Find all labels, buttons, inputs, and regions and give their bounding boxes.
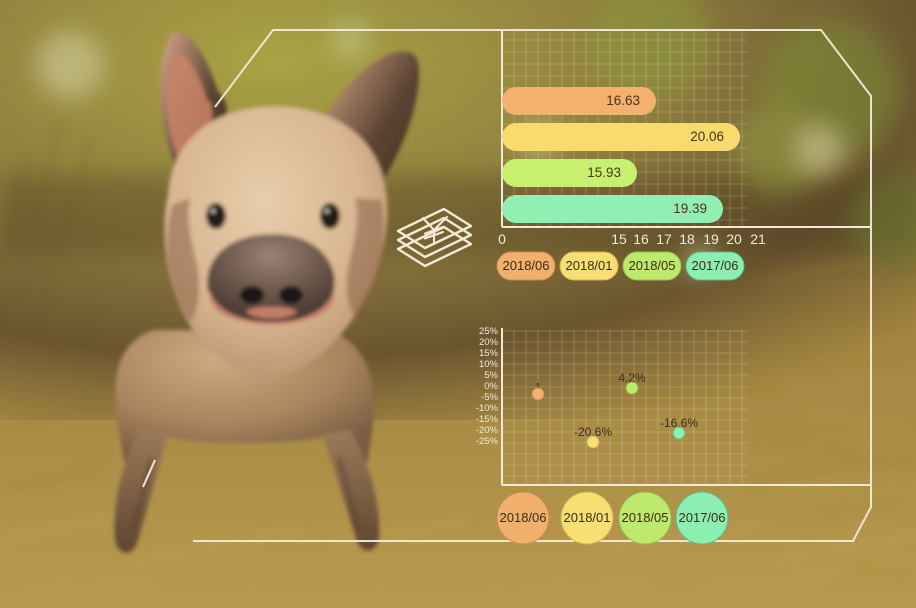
- svg-text:-15%: -15%: [476, 414, 499, 425]
- svg-text:20.06: 20.06: [690, 129, 724, 144]
- svg-text:2018/01: 2018/01: [566, 258, 613, 273]
- svg-text:2018/01: 2018/01: [564, 510, 611, 525]
- svg-text:2018/06: 2018/06: [500, 510, 547, 525]
- svg-text:0: 0: [498, 231, 506, 247]
- svg-text:17: 17: [656, 231, 672, 247]
- svg-text:-10%: -10%: [476, 403, 499, 414]
- svg-text:19.39: 19.39: [673, 201, 707, 216]
- svg-text:15: 15: [611, 231, 627, 247]
- svg-text:19: 19: [703, 231, 719, 247]
- svg-text:20%: 20%: [479, 337, 499, 348]
- svg-text:2018/06: 2018/06: [503, 258, 550, 273]
- svg-text:20: 20: [726, 231, 742, 247]
- svg-text:0%: 0%: [484, 381, 498, 392]
- svg-text:2018/05: 2018/05: [622, 510, 669, 525]
- svg-text:18: 18: [679, 231, 695, 247]
- svg-text:21: 21: [750, 231, 766, 247]
- svg-text:16: 16: [633, 231, 649, 247]
- svg-text:-25%: -25%: [476, 436, 499, 447]
- svg-text:15.93: 15.93: [587, 165, 621, 180]
- svg-text:2018/05: 2018/05: [629, 258, 676, 273]
- svg-text:2017/06: 2017/06: [679, 510, 726, 525]
- svg-text:16.63: 16.63: [606, 93, 640, 108]
- svg-text:10%: 10%: [479, 359, 499, 370]
- svg-text:25%: 25%: [479, 326, 499, 337]
- svg-text:5%: 5%: [484, 370, 498, 381]
- svg-text:2017/06: 2017/06: [692, 258, 739, 273]
- svg-text:15%: 15%: [479, 348, 499, 359]
- svg-text:-20%: -20%: [476, 425, 499, 436]
- svg-text:-5%: -5%: [481, 392, 498, 403]
